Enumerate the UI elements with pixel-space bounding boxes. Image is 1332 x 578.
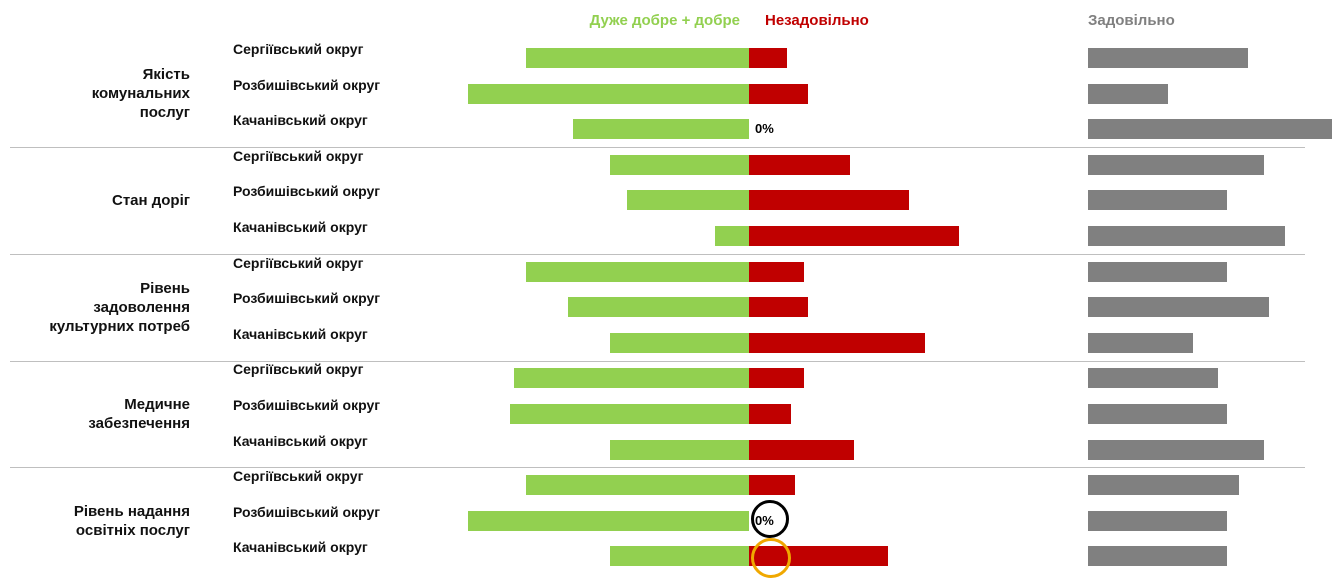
value-label: 0% xyxy=(755,121,774,137)
group-separator xyxy=(10,467,1305,469)
category-label: Сергіївський округ xyxy=(233,254,364,271)
category-label: Качанівський округ xyxy=(233,219,368,235)
category-label: Розбишівський округ xyxy=(233,183,381,200)
bar xyxy=(572,119,749,140)
bar xyxy=(1088,368,1219,389)
bar xyxy=(627,190,749,211)
category-label: Качанівський округ xyxy=(233,325,368,342)
bar xyxy=(1088,261,1227,282)
category-label: Розбишівський округ xyxy=(233,397,381,413)
bar xyxy=(610,546,749,567)
annotation-circle xyxy=(751,538,791,578)
bar xyxy=(749,83,808,104)
bar xyxy=(1088,190,1227,211)
category-label: Сергіївський округ xyxy=(233,41,364,57)
group-separator xyxy=(10,253,1305,255)
category-label: Сергіївський округ xyxy=(233,147,364,164)
page: 33%33%33%Качанівський округ33%0%67%Розби… xyxy=(10,12,1332,578)
bar xyxy=(749,368,804,389)
category-label: Розбишівський округ xyxy=(233,290,381,307)
bar xyxy=(1088,546,1227,567)
category-label: Качанівський округ xyxy=(233,432,368,449)
bar xyxy=(749,404,791,424)
bar xyxy=(749,226,959,246)
bar xyxy=(749,439,854,460)
bar xyxy=(1088,83,1168,104)
category-label: Качанівський округ xyxy=(233,112,368,129)
bar xyxy=(1088,48,1248,68)
bar xyxy=(568,297,749,318)
legend-label: Незадовільно xyxy=(765,12,869,29)
bar xyxy=(749,48,787,68)
legend-label: Задовільно xyxy=(1088,12,1175,29)
bar xyxy=(467,510,749,531)
bar xyxy=(513,368,749,389)
bar xyxy=(509,404,749,424)
group-label: Медичне забезпечення xyxy=(88,396,190,432)
bar xyxy=(749,297,808,318)
bar xyxy=(1088,226,1286,246)
bar xyxy=(1088,119,1332,140)
category-label: Сергіївський округ xyxy=(233,361,364,378)
bar xyxy=(1088,332,1193,353)
group-separator xyxy=(10,360,1305,362)
category-label: Розбишівський округ xyxy=(233,503,381,520)
group-label: Рівень надання освітніх послуг xyxy=(73,502,190,539)
annotation-circle xyxy=(751,500,789,538)
category-label: Качанівський округ xyxy=(233,539,368,556)
bar xyxy=(1088,297,1269,318)
bar xyxy=(1088,439,1265,460)
group-label: Якість комунальних послуг xyxy=(91,66,190,122)
group-separator xyxy=(10,147,1305,148)
bar xyxy=(715,226,749,246)
bar xyxy=(526,261,749,282)
bar xyxy=(610,439,749,460)
bar xyxy=(610,332,749,353)
bar xyxy=(749,190,909,211)
bar xyxy=(1088,510,1227,531)
bar xyxy=(1088,154,1265,175)
bar xyxy=(1088,404,1227,424)
bar xyxy=(749,261,804,282)
category-label: Розбишівський округ xyxy=(233,76,381,93)
bar xyxy=(610,154,749,175)
bar xyxy=(749,475,796,496)
group-label: Стан доріг xyxy=(111,191,190,209)
bar xyxy=(467,83,749,104)
bar xyxy=(526,48,749,68)
bar xyxy=(749,332,926,353)
bar xyxy=(1088,475,1240,496)
bar xyxy=(526,475,749,496)
group-label: Рівень задоволення культурних потреб xyxy=(49,279,190,335)
bar xyxy=(749,154,850,175)
legend-label: Дуже добре + добре xyxy=(589,12,740,29)
category-label: Сергіївський округ xyxy=(233,468,364,485)
